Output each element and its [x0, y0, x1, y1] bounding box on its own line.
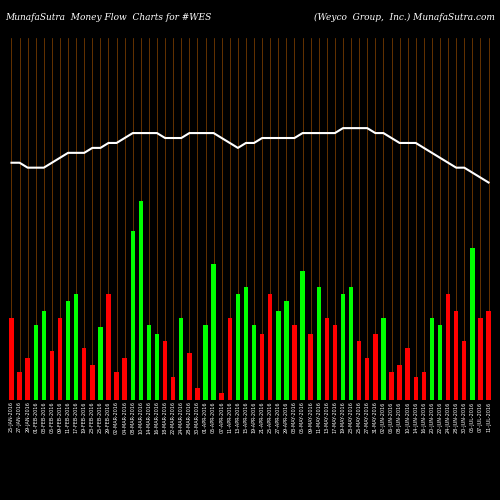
- Bar: [138, 200, 143, 400]
- Bar: [244, 288, 248, 400]
- Bar: [26, 358, 30, 400]
- Bar: [276, 311, 280, 400]
- Text: (Weyco  Group,  Inc.) MunafaSutra.com: (Weyco Group, Inc.) MunafaSutra.com: [314, 12, 495, 22]
- Bar: [187, 353, 192, 400]
- Bar: [357, 342, 362, 400]
- Bar: [155, 334, 159, 400]
- Bar: [163, 342, 168, 400]
- Bar: [58, 318, 62, 400]
- Bar: [9, 318, 14, 400]
- Bar: [462, 342, 466, 400]
- Bar: [478, 318, 482, 400]
- Bar: [268, 294, 272, 400]
- Bar: [146, 325, 151, 400]
- Bar: [228, 318, 232, 400]
- Text: MunafaSutra  Money Flow  Charts for #WES: MunafaSutra Money Flow Charts for #WES: [5, 12, 211, 22]
- Bar: [204, 325, 208, 400]
- Bar: [341, 294, 345, 400]
- Bar: [212, 264, 216, 400]
- Bar: [422, 372, 426, 400]
- Bar: [220, 393, 224, 400]
- Bar: [114, 372, 119, 400]
- Bar: [98, 328, 102, 400]
- Bar: [18, 372, 22, 400]
- Bar: [236, 294, 240, 400]
- Bar: [130, 231, 135, 400]
- Bar: [74, 294, 78, 400]
- Bar: [42, 311, 46, 400]
- Bar: [446, 294, 450, 400]
- Bar: [292, 325, 296, 400]
- Bar: [300, 271, 305, 400]
- Bar: [308, 334, 313, 400]
- Bar: [66, 302, 70, 400]
- Bar: [260, 334, 264, 400]
- Bar: [122, 358, 127, 400]
- Bar: [195, 388, 200, 400]
- Bar: [430, 318, 434, 400]
- Bar: [90, 365, 94, 400]
- Bar: [406, 348, 410, 400]
- Bar: [34, 325, 38, 400]
- Bar: [284, 302, 288, 400]
- Bar: [438, 325, 442, 400]
- Bar: [365, 358, 370, 400]
- Bar: [179, 318, 184, 400]
- Bar: [470, 248, 474, 400]
- Bar: [373, 334, 378, 400]
- Bar: [486, 311, 491, 400]
- Bar: [414, 376, 418, 400]
- Bar: [381, 318, 386, 400]
- Bar: [332, 325, 337, 400]
- Bar: [171, 376, 175, 400]
- Bar: [390, 372, 394, 400]
- Bar: [349, 288, 354, 400]
- Bar: [252, 325, 256, 400]
- Bar: [324, 318, 329, 400]
- Bar: [50, 350, 54, 400]
- Bar: [398, 365, 402, 400]
- Bar: [106, 294, 110, 400]
- Bar: [316, 288, 321, 400]
- Bar: [82, 348, 86, 400]
- Bar: [454, 311, 458, 400]
